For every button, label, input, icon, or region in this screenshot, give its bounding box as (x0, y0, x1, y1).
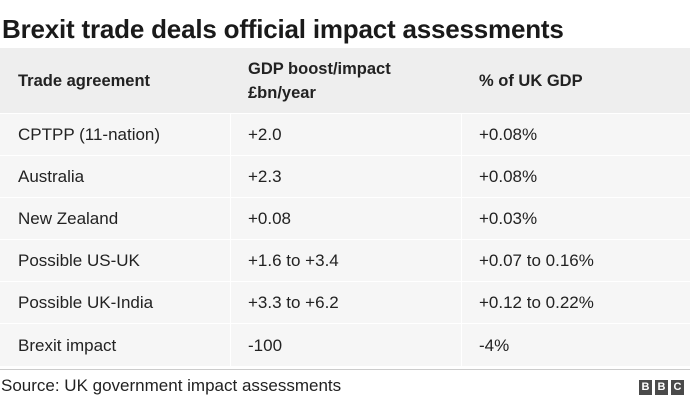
cell-gdp-impact: +3.3 to +6.2 (248, 293, 339, 312)
bbc-logo-block: B (639, 380, 652, 395)
cell-agreement: Possible US-UK (18, 251, 140, 270)
table-row: New Zealand +0.08 +0.03% (0, 197, 690, 240)
header-percent-gdp: % of UK GDP (479, 71, 583, 90)
header-trade-agreement: Trade agreement (18, 71, 151, 90)
cell-agreement: Possible UK-India (18, 293, 154, 312)
cell-gdp-impact: +0.08 (248, 209, 292, 228)
table-row: CPTPP (11-nation) +2.0 +0.08% (0, 113, 690, 156)
cell-gdp-impact: +2.3 (248, 167, 282, 186)
header-gdp-impact-line2: £bn/year (248, 83, 316, 102)
cell-agreement: Australia (18, 167, 85, 186)
table-row: Possible US-UK +1.6 to +3.4 +0.07 to 0.1… (0, 239, 690, 282)
table-row: Australia +2.3 +0.08% (0, 155, 690, 198)
source-divider (0, 369, 690, 370)
column-divider (230, 48, 231, 366)
cell-gdp-impact: +2.0 (248, 125, 282, 144)
cell-percent-gdp: -4% (479, 335, 510, 355)
table-row: Possible UK-India +3.3 to +6.2 +0.12 to … (0, 281, 690, 324)
table-row: Brexit impact -100 -4% (0, 323, 690, 367)
chart-title: Brexit trade deals official impact asses… (2, 14, 564, 44)
cell-gdp-impact: -100 (248, 335, 283, 355)
header-gdp-impact: GDP boost/impact £bn/year (248, 48, 448, 113)
cell-percent-gdp: +0.12 to 0.22% (479, 293, 594, 312)
cell-gdp-impact: +1.6 to +3.4 (248, 251, 339, 270)
bbc-logo: B B C (639, 380, 684, 395)
column-divider (461, 48, 462, 366)
header-gdp-impact-line1: GDP boost/impact (248, 59, 391, 78)
cell-percent-gdp: +0.08% (479, 125, 538, 144)
table-header: Trade agreement GDP boost/impact £bn/yea… (0, 48, 690, 113)
cell-percent-gdp: +0.08% (479, 167, 538, 186)
source-note: Source: UK government impact assessments (1, 376, 342, 395)
trade-table: Trade agreement GDP boost/impact £bn/yea… (0, 48, 690, 366)
cell-agreement: CPTPP (11-nation) (18, 125, 161, 144)
cell-agreement: New Zealand (18, 209, 119, 228)
cell-agreement: Brexit impact (18, 335, 117, 355)
bbc-logo-block: B (655, 380, 668, 395)
bbc-logo-block: C (671, 380, 684, 395)
cell-percent-gdp: +0.07 to 0.16% (479, 251, 594, 270)
cell-percent-gdp: +0.03% (479, 209, 538, 228)
